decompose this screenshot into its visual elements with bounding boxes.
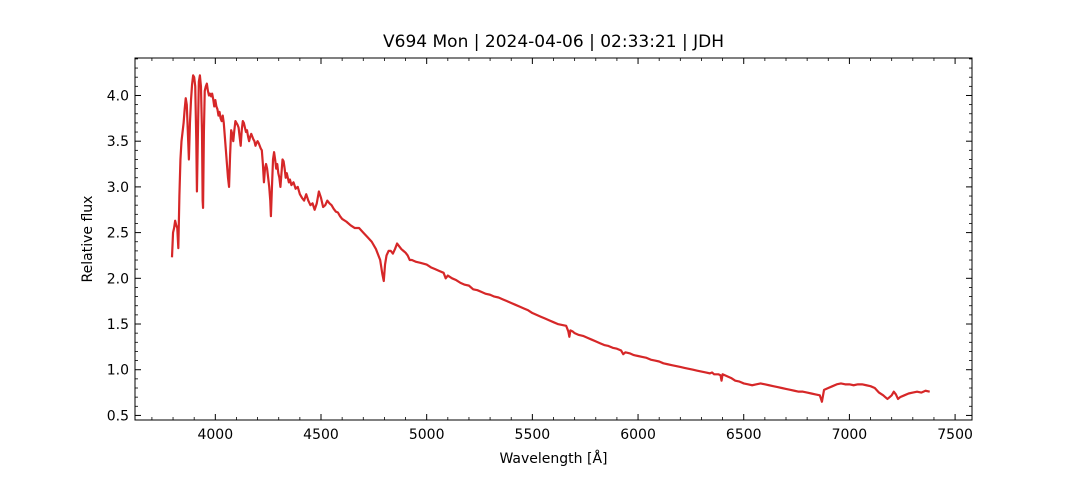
x-tick-label: 6500 (726, 427, 762, 443)
x-tick-label: 7000 (832, 427, 868, 443)
chart-title: V694 Mon | 2024-04-06 | 02:33:21 | JDH (383, 32, 724, 52)
y-tick-label: 1.5 (107, 317, 129, 333)
y-axis: 0.5 1.0 1.5 2.0 2.5 3.0 3.5 4.0 (107, 58, 972, 424)
y-tick-label: 2.0 (107, 271, 129, 287)
y-tick-label: 3.5 (107, 134, 129, 150)
x-tick-label: 4000 (197, 427, 233, 443)
x-tick-label: 4500 (303, 427, 339, 443)
x-axis: 4000 4500 5000 5500 6000 6500 7000 7500 (151, 58, 973, 443)
y-tick-label: 3.0 (107, 180, 129, 196)
plot-frame (134, 57, 973, 421)
x-axis-label: Wavelength [Å] (499, 450, 607, 467)
y-tick-label: 4.0 (107, 88, 129, 104)
plot-area (170, 74, 930, 403)
x-tick-label: 7500 (937, 427, 973, 443)
x-tick-label: 5000 (409, 427, 445, 443)
y-tick-label: 1.0 (107, 363, 129, 379)
y-axis-label: Relative flux (80, 196, 96, 283)
y-tick-label: 0.5 (107, 408, 129, 424)
x-tick-label: 5500 (515, 427, 551, 443)
y-tick-label: 2.5 (107, 226, 129, 242)
x-tick-label: 6000 (620, 427, 656, 443)
spectrum-line (170, 74, 930, 403)
